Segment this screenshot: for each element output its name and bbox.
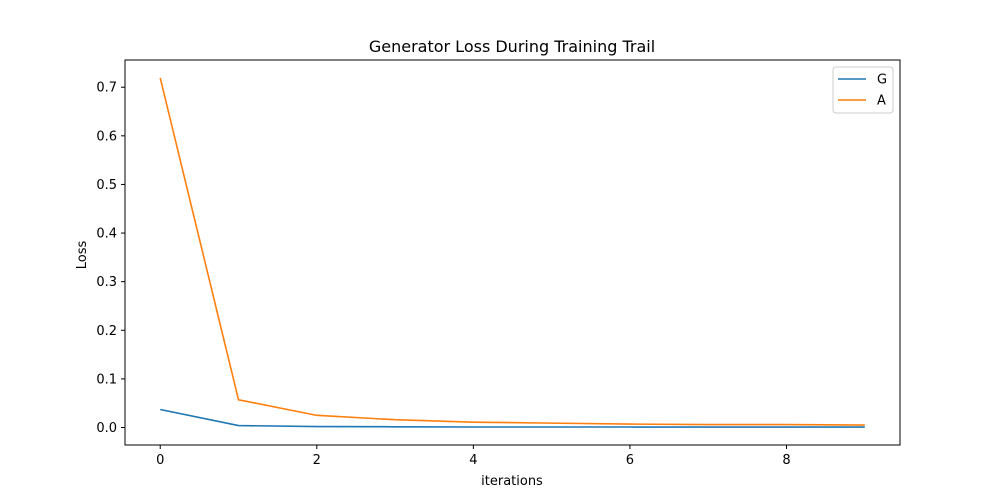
x-tick-label: 2 [313, 453, 321, 468]
y-tick-label: 0.3 [96, 275, 117, 290]
chart-title: Generator Loss During Training Trail [369, 37, 655, 56]
y-tick-label: 0.1 [96, 372, 117, 387]
legend-label: A [877, 94, 886, 109]
x-tick-label: 4 [469, 453, 477, 468]
y-tick-label: 0.0 [96, 421, 117, 436]
x-tick-label: 0 [156, 453, 164, 468]
y-tick-label: 0.5 [96, 178, 117, 193]
y-tick-label: 0.7 [96, 81, 117, 96]
plot-area [124, 59, 901, 446]
legend-label: G [877, 73, 887, 88]
series-line-G [160, 408, 865, 428]
legend: GA [832, 66, 894, 114]
y-tick-label: 0.2 [96, 324, 117, 339]
x-tick-label: 6 [626, 453, 634, 468]
y-axis-label: Loss [75, 241, 90, 270]
x-axis: 0 2 4 6 8 [156, 445, 791, 468]
x-axis-label: iterations [481, 474, 543, 489]
series-lines [159, 77, 865, 428]
y-tick-label: 0.6 [96, 129, 117, 144]
y-axis: 0.0 0.1 0.2 0.3 0.4 0.5 0.6 0.7 [96, 81, 125, 436]
y-tick-label: 0.4 [96, 227, 117, 242]
x-tick-label: 8 [782, 453, 790, 468]
series-line-A [159, 77, 865, 426]
